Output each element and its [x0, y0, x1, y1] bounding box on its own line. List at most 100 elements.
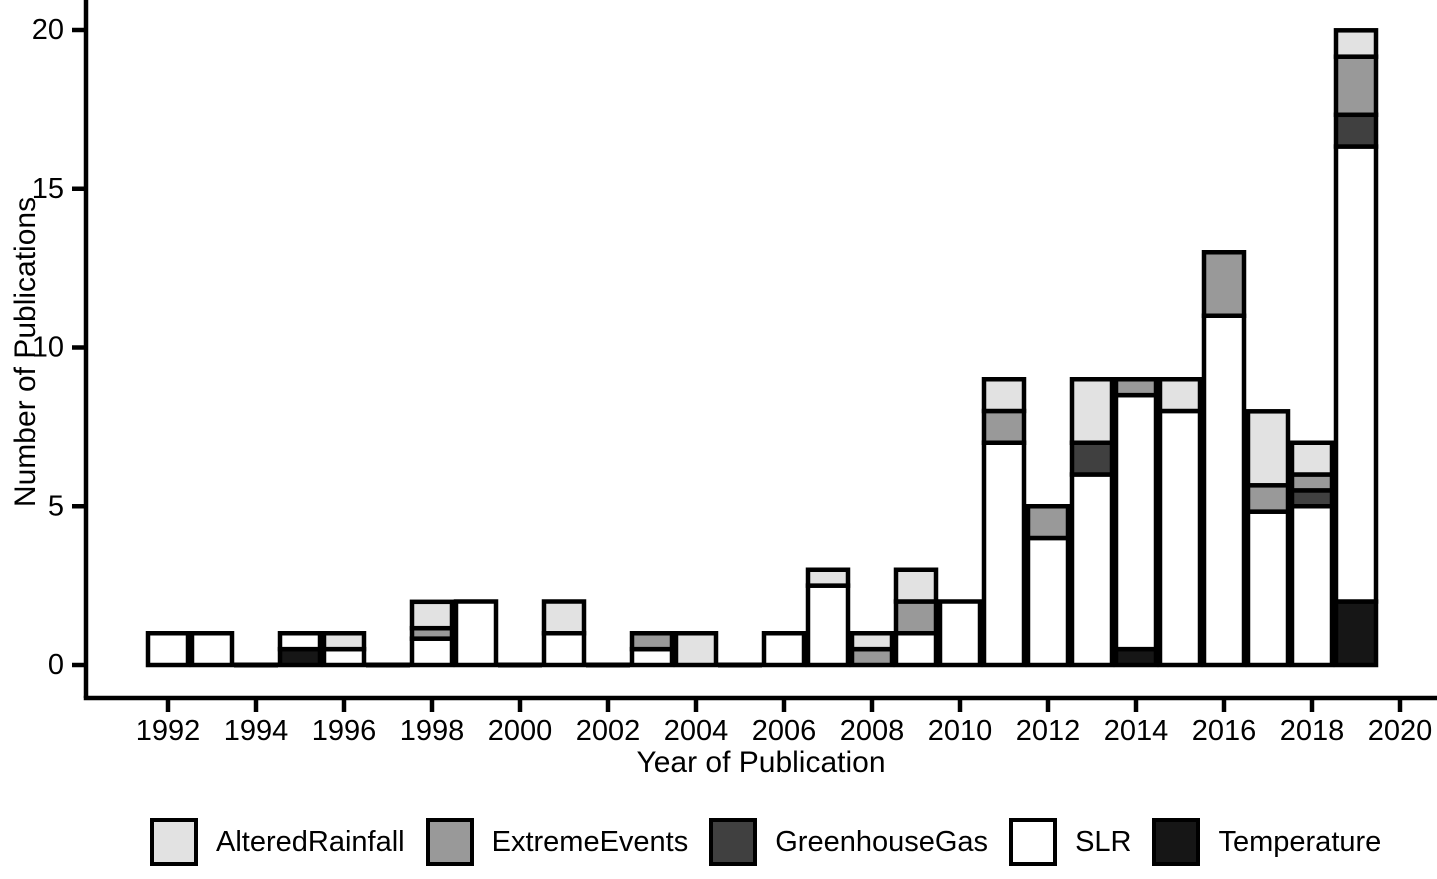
- legend-item-ExtremeEvents: ExtremeEvents: [425, 818, 689, 866]
- bar-2011: [981, 377, 1027, 668]
- bar-1995: [277, 631, 323, 668]
- bar-2007-segment-AlteredRainfall: [805, 567, 851, 588]
- bar-2007: [805, 567, 851, 668]
- bar-2014-segment-Temperature: [1113, 646, 1159, 668]
- bar-1992-segment-SLR: [145, 631, 191, 668]
- bar-2018-segment-ExtremeEvents: [1289, 472, 1335, 493]
- bar-2006-segment-SLR: [761, 631, 807, 668]
- y-tick-label: 15: [32, 173, 64, 205]
- bar-2001-segment-SLR: [541, 631, 587, 668]
- bar-2014-segment-ExtremeEvents: [1113, 377, 1159, 398]
- bar-2002-zero: [586, 662, 630, 668]
- bar-1995-segment-Temperature: [277, 646, 323, 668]
- x-tick-label: 1996: [312, 715, 377, 747]
- bar-2011-segment-AlteredRainfall: [981, 377, 1027, 414]
- x-tick-label: 2014: [1104, 715, 1169, 747]
- bar-1998-segment-AlteredRainfall: [409, 599, 455, 631]
- bar-2019-segment-ExtremeEvents: [1333, 54, 1379, 118]
- legend-label: AlteredRainfall: [216, 825, 405, 858]
- legend-swatch-AlteredRainfall: [150, 818, 198, 866]
- x-tick-label: 2002: [576, 715, 641, 747]
- bar-2004: [673, 631, 719, 668]
- bar-2018: [1289, 440, 1335, 668]
- x-tick-label: 2020: [1368, 715, 1433, 747]
- bar-2003: [629, 631, 675, 668]
- bar-2012-segment-SLR: [1025, 535, 1071, 668]
- bar-2019-segment-SLR: [1333, 144, 1379, 604]
- y-tick-label: 10: [32, 332, 64, 364]
- bar-1999: [453, 599, 499, 668]
- bar-2016-segment-SLR: [1201, 313, 1247, 668]
- bar-2009-segment-ExtremeEvents: [893, 599, 939, 636]
- bar-2017-segment-AlteredRainfall: [1245, 409, 1291, 488]
- legend-label: ExtremeEvents: [491, 825, 689, 858]
- bar-2007-segment-SLR: [805, 583, 851, 668]
- bar-2009: [893, 567, 939, 668]
- bar-2012-segment-ExtremeEvents: [1025, 504, 1071, 541]
- bar-2016: [1201, 250, 1247, 668]
- bar-2003-segment-SLR: [629, 646, 675, 668]
- x-tick-label: 2004: [664, 715, 729, 747]
- axes-group: 0 5 10 15 20 1992 1994 1996 1998 2000 2002 2004 2006…: [32, 0, 1437, 747]
- bar-2008: [849, 631, 895, 668]
- x-tick-label: 2012: [1016, 715, 1081, 747]
- bar-2004-segment-AlteredRainfall: [673, 631, 719, 668]
- bar-2016-segment-ExtremeEvents: [1201, 250, 1247, 318]
- bar-2015: [1157, 377, 1203, 668]
- bar-2010-segment-SLR: [937, 599, 983, 668]
- bar-2012: [1025, 504, 1071, 668]
- legend-swatch-ExtremeEvents: [425, 818, 474, 866]
- legend-label: GreenhouseGas: [775, 825, 989, 858]
- bar-2001: [541, 599, 587, 668]
- bar-2011-segment-ExtremeEvents: [981, 408, 1027, 445]
- chart-legend: AlteredRainfall ExtremeEvents GreenhouseGa…: [150, 817, 1381, 867]
- bar-1999-segment-SLR: [453, 599, 499, 668]
- legend-swatch-SLR: [1009, 818, 1058, 866]
- x-tick-label: 2018: [1280, 715, 1345, 747]
- bar-2019: [1333, 28, 1379, 668]
- bar-1996-segment-AlteredRainfall: [321, 631, 367, 652]
- bar-2013: [1069, 377, 1115, 668]
- legend-swatch-GreenhouseGas: [709, 818, 758, 866]
- x-tick-label: 2006: [752, 715, 817, 747]
- bar-2013-segment-AlteredRainfall: [1069, 377, 1115, 445]
- bar-2006: [761, 631, 807, 668]
- legend-swatch-Temperature: [1152, 818, 1201, 866]
- bar-2015-segment-AlteredRainfall: [1157, 377, 1203, 414]
- legend-item-AlteredRainfall: AlteredRainfall: [150, 818, 405, 866]
- x-axis-title: Year of Publication: [636, 746, 886, 779]
- bar-2015-segment-SLR: [1157, 408, 1203, 668]
- legend-item-GreenhouseGas: GreenhouseGas: [709, 818, 988, 866]
- bar-2003-segment-ExtremeEvents: [629, 631, 675, 652]
- bar-2017: [1245, 409, 1291, 668]
- bar-2009-segment-AlteredRainfall: [893, 567, 939, 604]
- bar-2013-segment-GreenhouseGas: [1069, 440, 1115, 477]
- legend-label: Temperature: [1218, 825, 1382, 858]
- bar-2014: [1113, 377, 1159, 668]
- x-tick-label: 2008: [840, 715, 905, 747]
- y-tick-label: 5: [48, 490, 64, 522]
- x-tick-label: 2000: [488, 715, 553, 747]
- x-tick-label: 1998: [400, 715, 465, 747]
- bar-2008-segment-AlteredRainfall: [849, 631, 895, 652]
- bar-2013-segment-SLR: [1069, 472, 1115, 668]
- bar-1994-zero: [234, 662, 278, 668]
- bar-1993-segment-SLR: [189, 631, 235, 668]
- y-tick-label: 20: [32, 14, 64, 46]
- x-tick-label: 2010: [928, 715, 993, 747]
- bar-1993: [189, 631, 235, 668]
- bar-2005-zero: [718, 662, 762, 668]
- y-axis-title: Number of Publications: [9, 196, 42, 508]
- bar-2010: [937, 599, 983, 668]
- bar-2017-segment-SLR: [1245, 509, 1291, 668]
- y-tick-label: 0: [48, 649, 64, 681]
- bar-2019-segment-AlteredRainfall: [1333, 28, 1379, 59]
- bar-1992: [145, 631, 191, 668]
- x-tick-label: 1994: [224, 715, 289, 747]
- bar-2000-zero: [498, 662, 542, 668]
- bar-2018-segment-GreenhouseGas: [1289, 488, 1335, 509]
- x-tick-label: 1992: [136, 715, 201, 747]
- bar-2019-segment-Temperature: [1333, 599, 1379, 668]
